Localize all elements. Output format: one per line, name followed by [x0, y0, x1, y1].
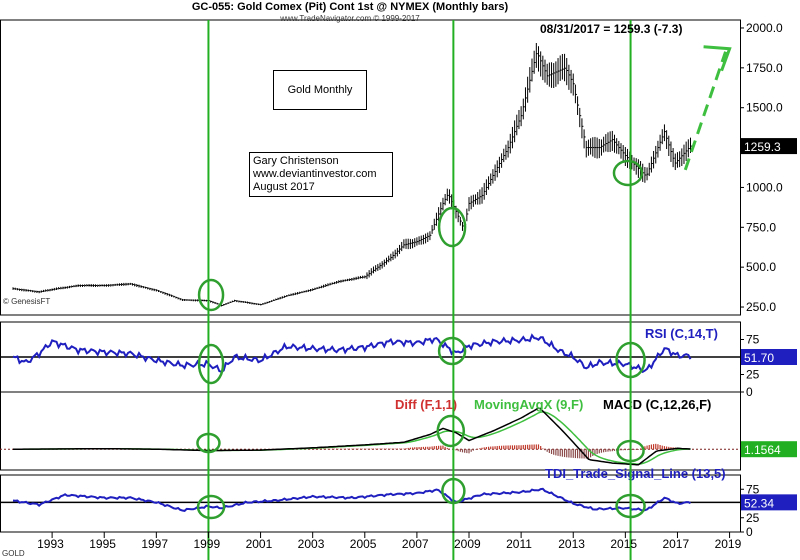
- author-site: www.deviantinvestor.com: [253, 168, 377, 180]
- rsi-label: RSI (C,14,T): [645, 326, 718, 341]
- price-tick-label: 750.0: [746, 220, 776, 234]
- tdi-tick-label: 0: [746, 525, 753, 539]
- last-quote: 08/31/2017 = 1259.3 (-7.3): [540, 22, 683, 36]
- tdi-last-value: 52.34: [744, 496, 774, 510]
- x-tick-label: 2001: [246, 537, 273, 551]
- macd-legend-diff: Diff (F,1,1): [395, 397, 457, 412]
- x-tick-label: 1993: [37, 537, 64, 551]
- x-tick-label: 2003: [298, 537, 325, 551]
- cycle-circle: [612, 159, 644, 187]
- author-name: Gary Christenson: [253, 155, 339, 167]
- chart-source: www.TradeNavigator.com © 1999-2017: [280, 14, 420, 23]
- tdi-last-value-tag: [741, 494, 797, 511]
- x-tick-label: 2017: [662, 537, 689, 551]
- symbol-label: GOLD: [2, 549, 25, 558]
- panel-frame-4: [0, 474, 741, 533]
- macd-last-value: 1.1564: [744, 443, 781, 457]
- cycle-circle: [615, 493, 646, 519]
- macd-last-value-tag: [741, 441, 797, 458]
- author-date: August 2017: [253, 181, 315, 193]
- panel-frame-3: [0, 391, 741, 471]
- cycle-circle: [437, 206, 467, 248]
- cycle-circle: [196, 432, 221, 454]
- price-tick-label: 1750.0: [746, 61, 783, 75]
- chart-title: GC-055: Gold Comex (Pit) Cont 1st @ NYME…: [191, 1, 509, 13]
- price-last-value: 1259.3: [744, 140, 781, 154]
- rsi-tick-label: 75: [746, 333, 760, 347]
- projection-arrow-head: [703, 45, 732, 72]
- gold-monthly-label: Gold Monthly: [273, 70, 367, 110]
- tdi-label: TDI_Trade_Signal_Line (13,5): [545, 466, 726, 481]
- x-tick-label: 1999: [193, 537, 220, 551]
- macd-legend-moving-avg: MovingAvgX (9,F): [474, 397, 583, 412]
- cycle-circle: [197, 278, 225, 312]
- rsi-last-value: 51.70: [744, 351, 774, 365]
- panel-frame-1: [0, 19, 741, 316]
- macd-line: [13, 407, 691, 466]
- price-tick-label: 2000.0: [746, 21, 783, 35]
- x-tick-label: 2009: [454, 537, 481, 551]
- cycle-circle: [436, 414, 466, 448]
- x-tick-label: 2013: [558, 537, 585, 551]
- cycle-circle: [615, 341, 646, 379]
- tdi-tick-label: 25: [746, 511, 760, 525]
- x-tick-label: 2011: [506, 537, 532, 551]
- price-tick-label: 500.0: [746, 260, 776, 274]
- macd-legend-macd: MACD (C,12,26,F): [603, 397, 711, 412]
- rsi-line: [12, 333, 692, 374]
- price-tick-label: 1000.0: [746, 180, 783, 194]
- tdi-tick-label: 75: [746, 482, 760, 496]
- price-last-value-tag: [741, 138, 797, 155]
- x-tick-label: 2019: [715, 537, 742, 551]
- rsi-tick-label: 0: [746, 385, 753, 399]
- rsi-last-value-tag: [741, 349, 797, 365]
- author-box: Gary Christenson www.deviantinvestor.com…: [249, 152, 393, 197]
- cycle-circle: [437, 336, 467, 366]
- cycle-circle: [196, 494, 226, 520]
- cycle-circle: [441, 477, 466, 505]
- tdi-line: [12, 487, 691, 512]
- x-tick-label: 2005: [350, 537, 377, 551]
- cycle-circle: [197, 343, 225, 385]
- price-tick-label: 1500.0: [746, 101, 783, 115]
- rsi-tick-label: 25: [746, 368, 760, 382]
- cycle-circle: [616, 439, 645, 463]
- projection-arrow-line: [683, 51, 727, 171]
- x-tick-label: 1995: [89, 537, 116, 551]
- x-tick-label: 2007: [402, 537, 429, 551]
- genesis-credit: © GenesisFT: [3, 297, 51, 306]
- x-tick-label: 2015: [610, 537, 637, 551]
- x-tick-label: 1997: [141, 537, 168, 551]
- price-tick-label: 250.0: [746, 300, 776, 314]
